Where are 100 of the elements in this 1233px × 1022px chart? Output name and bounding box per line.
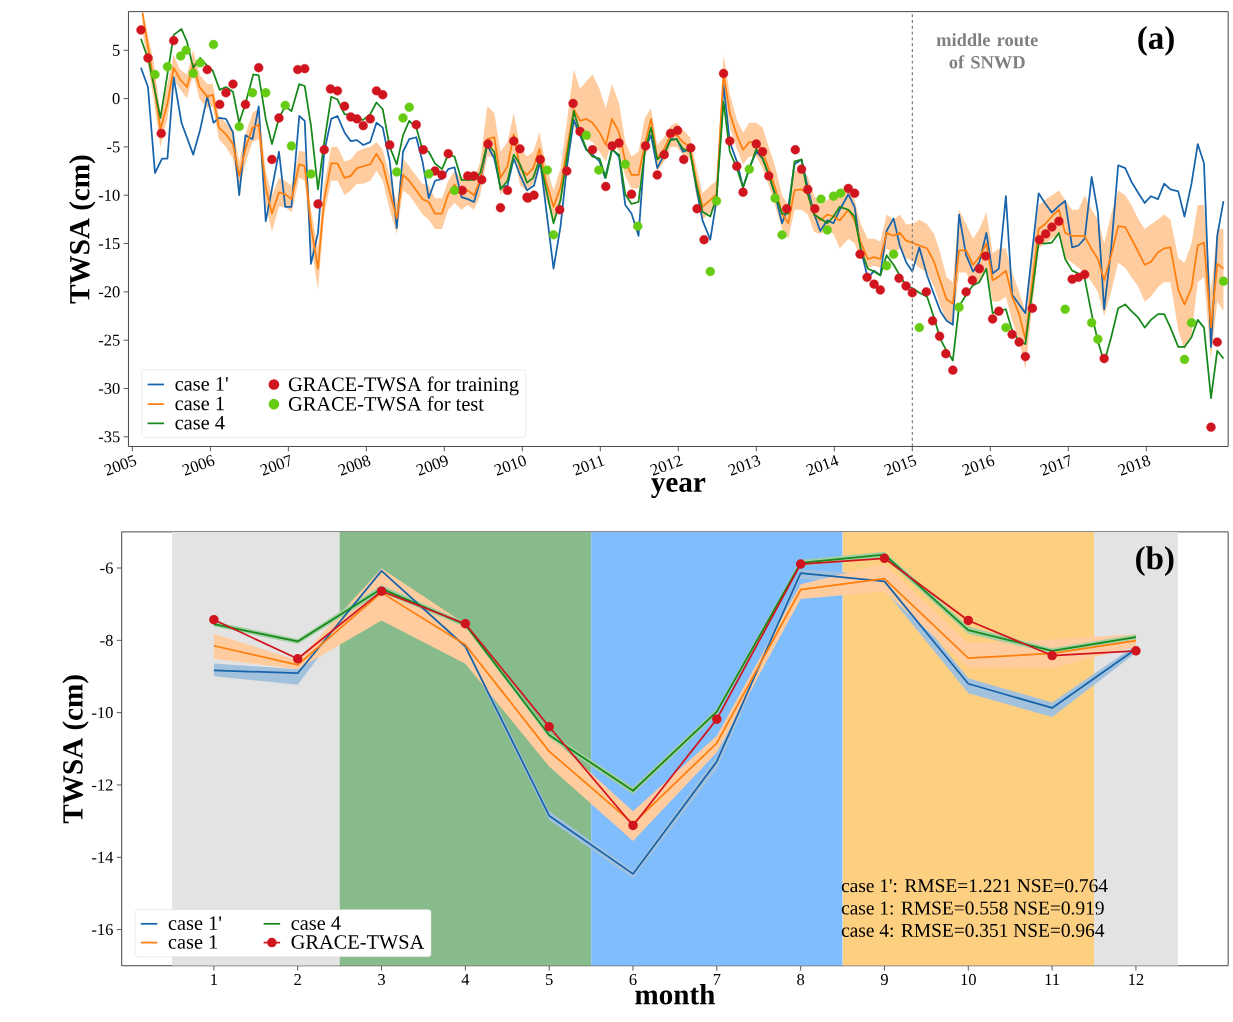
x-tick-label: 3 — [378, 974, 386, 986]
point — [209, 614, 219, 625]
x-tick-label: 2007 — [260, 454, 290, 476]
x-tick-label: 9 — [880, 974, 888, 986]
x-tick-label: 2017 — [1040, 454, 1070, 476]
x-axis-title: year — [651, 477, 706, 498]
point — [188, 68, 198, 79]
ref-line-label: middle route of SNWD — [936, 33, 1038, 69]
legend-label: GRACE-TWSA for training — [288, 376, 519, 396]
point — [195, 58, 205, 68]
x-tick-label: 2006 — [182, 455, 215, 476]
point — [424, 169, 434, 179]
point — [542, 165, 552, 175]
point — [280, 100, 290, 111]
y-tick-label: -5 — [107, 141, 120, 153]
point — [376, 586, 387, 596]
point — [835, 188, 846, 198]
x-tick-label: 6 — [629, 974, 637, 986]
point — [150, 69, 160, 80]
y-tick-label: -6 — [100, 562, 113, 574]
y-tick-label: -25 — [98, 334, 120, 346]
x-tick-label: 2 — [294, 974, 301, 985]
x-tick-label: 2015 — [884, 455, 917, 476]
annotation: (a) — [1138, 25, 1174, 56]
y-tick-label: -14 — [92, 851, 114, 863]
x-tick-label: 2012 — [650, 455, 683, 476]
point — [449, 185, 460, 196]
point — [633, 221, 643, 231]
x-tick-label: 8 — [797, 973, 805, 986]
x-tick-label: 2013 — [728, 455, 761, 476]
x-axis-title: month — [635, 984, 715, 1005]
point — [795, 559, 806, 569]
point — [292, 654, 303, 664]
y-tick-label: 0 — [112, 93, 120, 105]
point — [544, 721, 554, 732]
y-tick-label: -35 — [98, 431, 120, 443]
point — [888, 249, 899, 259]
legend-label: case 4 — [175, 415, 225, 430]
point — [816, 194, 826, 204]
x-tick-label: 7 — [713, 974, 721, 985]
x-tick-label: 2018 — [1118, 455, 1151, 476]
point — [1179, 354, 1190, 365]
x-tick-label: 2011 — [572, 455, 605, 476]
annotation: case 1': RMSE=1.221 NSE=0.764 — [841, 879, 1108, 893]
x-tick-label: 2014 — [806, 455, 839, 476]
point — [914, 322, 924, 333]
point — [581, 130, 591, 140]
point — [712, 714, 722, 724]
point — [286, 141, 297, 151]
point — [1060, 304, 1070, 314]
point — [828, 191, 839, 201]
point — [711, 196, 722, 206]
point — [208, 39, 219, 50]
y-tick-label: -16 — [92, 924, 113, 936]
y-tick-label: -15 — [98, 238, 120, 250]
point — [234, 121, 244, 132]
point — [162, 62, 173, 72]
y-axis-title: TWSA (cm) — [69, 155, 96, 304]
annotation: (b) — [1136, 546, 1174, 577]
point — [777, 230, 787, 240]
x-tick-label: 2005 — [104, 455, 137, 476]
point — [770, 193, 780, 203]
x-tick-label: 4 — [461, 973, 470, 985]
y-tick-label: -10 — [98, 189, 120, 201]
point — [548, 230, 559, 240]
point — [620, 159, 630, 169]
point — [1093, 334, 1103, 344]
legend-label: GRACE-TWSA — [291, 935, 425, 949]
x-tick-label: 10 — [961, 973, 976, 986]
x-tick-label: 1 — [211, 973, 218, 985]
point — [1131, 646, 1141, 656]
x-tick-label: 5 — [546, 974, 553, 985]
point — [176, 51, 186, 61]
x-tick-label: 12 — [1129, 974, 1144, 985]
x-tick-label: 11 — [1045, 973, 1060, 985]
legend-label: case 1 — [175, 396, 224, 411]
point — [1047, 650, 1057, 661]
point — [306, 169, 316, 179]
x-tick-label: 2016 — [962, 455, 995, 476]
x-tick-label: 2009 — [416, 455, 448, 476]
y-tick-label: -20 — [98, 286, 120, 298]
point — [392, 167, 402, 177]
x-tick-label: 2008 — [338, 455, 371, 476]
legend-label: case 1 — [168, 935, 218, 949]
y-axis-title: TWSA (cm) — [62, 675, 89, 824]
y-tick-label: -12 — [92, 779, 113, 791]
point — [594, 165, 604, 175]
point — [963, 615, 974, 626]
y-tick-label: 5 — [112, 44, 120, 56]
point — [398, 113, 408, 123]
annotation: case 4: RMSE=0.351 NSE=0.964 — [841, 923, 1105, 937]
point — [247, 88, 258, 98]
point — [261, 88, 271, 98]
point — [1186, 318, 1197, 328]
point — [822, 225, 832, 235]
point — [881, 261, 892, 271]
legend-label: case 1' — [175, 377, 228, 391]
point — [460, 618, 471, 629]
point — [628, 820, 638, 831]
y-tick-label: -30 — [98, 382, 120, 395]
